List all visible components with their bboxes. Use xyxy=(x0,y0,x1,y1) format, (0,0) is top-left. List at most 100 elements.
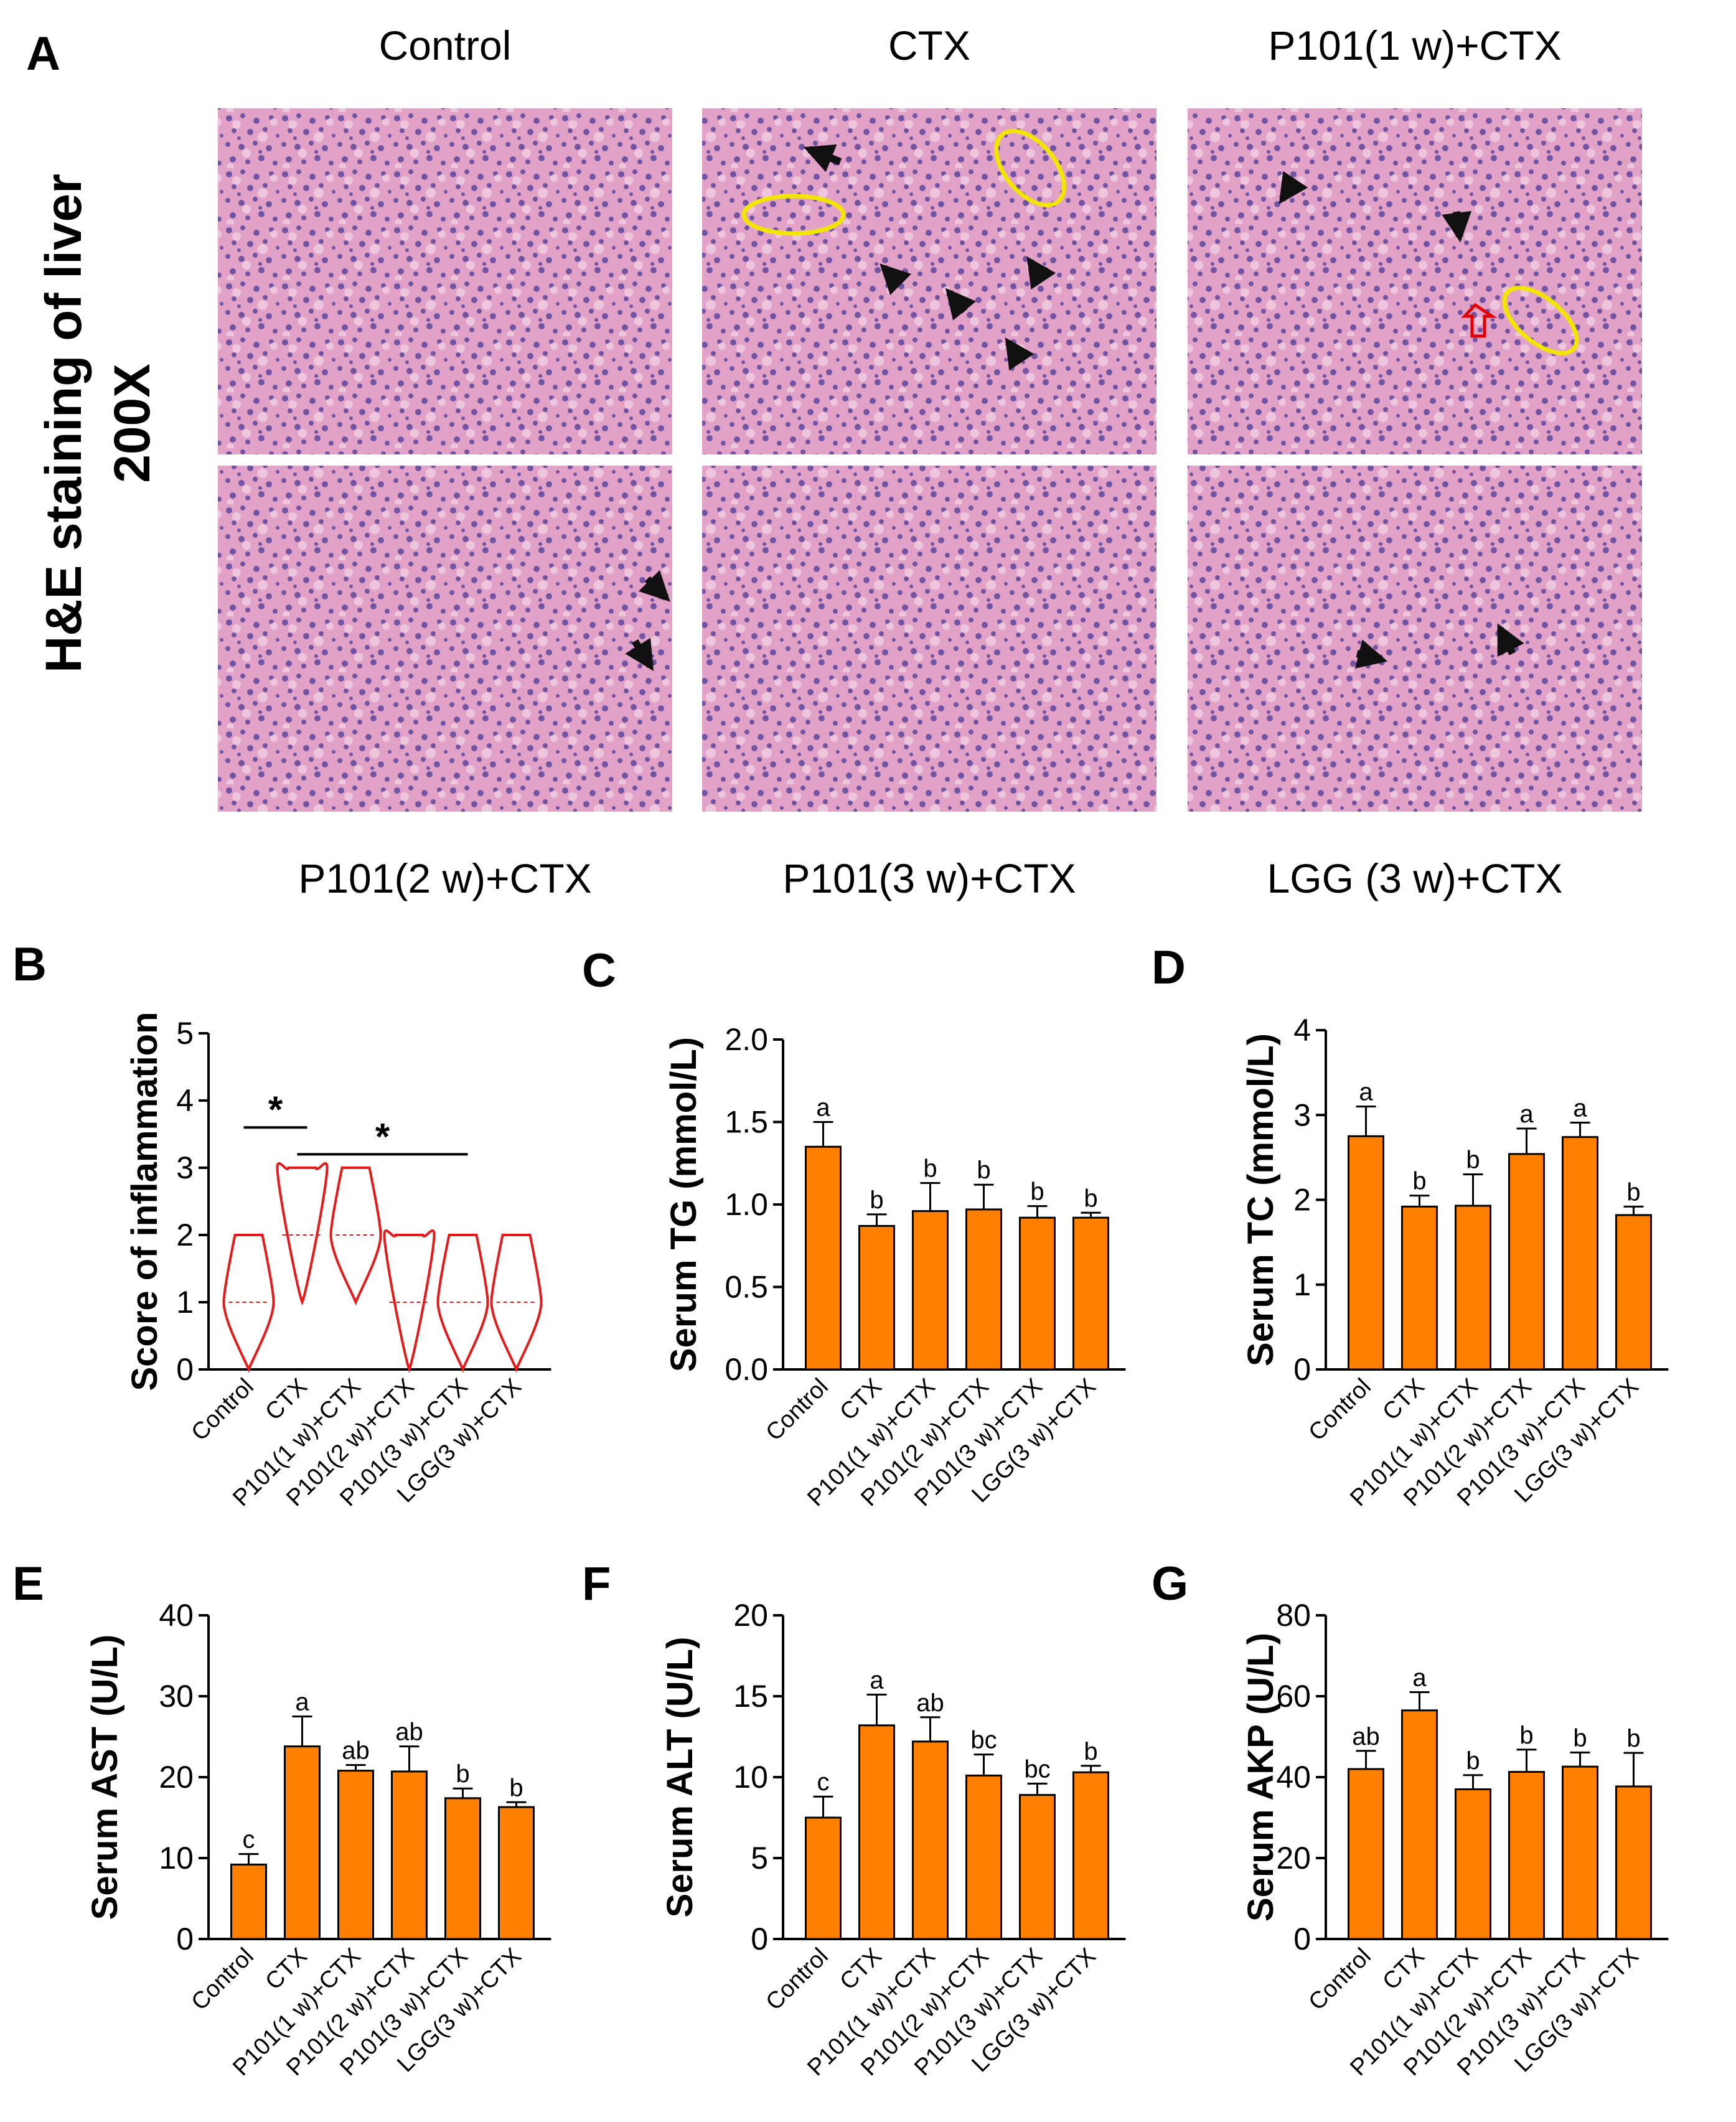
significance-letter: bc xyxy=(1024,1755,1050,1783)
significance-letter: b xyxy=(1466,1147,1480,1174)
y-tick-label: 40 xyxy=(159,1598,194,1633)
annotation-arrow xyxy=(1354,639,1388,669)
histology-title: LGG (3 w)+CTX xyxy=(1267,855,1563,901)
significance-letter: b xyxy=(977,1157,990,1184)
bar xyxy=(965,1208,1002,1371)
y-tick-label: 5 xyxy=(176,1016,194,1051)
violin xyxy=(276,1162,329,1306)
significance-letter: b xyxy=(1626,1178,1640,1206)
significance-letter: b xyxy=(1626,1725,1640,1752)
bar xyxy=(337,1770,374,1940)
bar xyxy=(1455,1788,1491,1940)
x-tick-label: Control xyxy=(1304,1943,1376,2016)
y-axis-title: Serum AST (U/L) xyxy=(85,1635,125,1920)
bar xyxy=(805,1816,842,1940)
bar xyxy=(1019,1216,1056,1371)
bar xyxy=(1562,1136,1598,1371)
y-tick-label: 4 xyxy=(1293,1013,1311,1048)
annotation-arrow xyxy=(1279,171,1308,204)
side-title-line1: H&E staining of liver xyxy=(35,174,92,673)
panel-letter: B xyxy=(12,938,47,991)
y-tick-label: 0 xyxy=(1293,1352,1311,1387)
annotation-arrow xyxy=(625,637,654,672)
y-tick-label: 0.5 xyxy=(725,1270,768,1305)
bar xyxy=(230,1863,267,1940)
y-tick-label: 60 xyxy=(1276,1679,1311,1714)
significance-letter: a xyxy=(1573,1095,1587,1122)
y-tick-label: 3 xyxy=(1293,1097,1311,1132)
significance-letter: a xyxy=(816,1094,830,1122)
annotation-arrow xyxy=(1005,337,1035,371)
significance-letter: b xyxy=(1030,1178,1044,1206)
bar xyxy=(965,1774,1002,1940)
y-axis-title: Serum TG (mmol/L) xyxy=(664,1037,704,1372)
y-tick-label: 0 xyxy=(751,1922,768,1956)
bar xyxy=(912,1210,949,1371)
bar xyxy=(1455,1204,1491,1371)
significance-letter: ab xyxy=(916,1689,944,1717)
y-tick-label: 0.0 xyxy=(725,1352,768,1387)
y-tick-label: 20 xyxy=(1276,1841,1311,1876)
histology-title: Control xyxy=(379,22,512,68)
annotation-arrow xyxy=(804,144,842,172)
y-tick-label: 10 xyxy=(159,1841,194,1876)
violin xyxy=(490,1234,543,1373)
bar xyxy=(444,1797,481,1940)
bar xyxy=(1072,1216,1109,1371)
violin xyxy=(436,1234,489,1373)
panel-letter: D xyxy=(1152,941,1186,994)
histology-panel: A H&E staining of liver 200X Control CTX P101… xyxy=(26,22,1642,901)
x-tick-label: Control xyxy=(761,1943,833,2016)
violin xyxy=(383,1229,436,1373)
bar xyxy=(912,1740,949,1940)
bar xyxy=(1615,1214,1652,1371)
annotation-circle xyxy=(741,194,846,236)
bar xyxy=(1401,1205,1438,1371)
significance-letter: b xyxy=(456,1760,469,1788)
histology-title: CTX xyxy=(888,22,970,68)
annotation-arrow xyxy=(880,263,912,296)
significance-letter: b xyxy=(1466,1747,1480,1775)
histology-image: CTX xyxy=(702,22,1157,454)
significance-letter: a xyxy=(1519,1101,1534,1128)
bar xyxy=(498,1806,535,1940)
bar xyxy=(1562,1765,1598,1940)
significance-letter: ab xyxy=(395,1719,423,1746)
histology-image: Control xyxy=(218,22,672,454)
annotation-arrow xyxy=(1442,210,1472,243)
significance-letter: b xyxy=(1519,1722,1533,1749)
significance-letter: a xyxy=(295,1689,309,1716)
annotation-arrow xyxy=(1026,256,1056,290)
bar xyxy=(1508,1771,1545,1940)
x-tick-label: Control xyxy=(187,1374,259,1446)
bar xyxy=(1019,1794,1056,1940)
annotation-circle xyxy=(1502,286,1579,355)
significance-star: * xyxy=(375,1115,390,1157)
x-tick-label: Control xyxy=(1304,1374,1376,1446)
y-tick-label: 1 xyxy=(176,1285,194,1320)
bar xyxy=(1508,1153,1545,1371)
bar xyxy=(805,1145,842,1371)
significance-letter: ab xyxy=(342,1737,370,1765)
annotation-arrow xyxy=(1496,623,1524,657)
y-tick-label: 2 xyxy=(176,1218,194,1252)
histology-title: P101(2 w)+CTX xyxy=(298,855,591,901)
y-axis-title: Serum TC (mmol/L) xyxy=(1241,1033,1281,1366)
bar xyxy=(858,1224,895,1371)
significance-letter: b xyxy=(509,1774,523,1801)
y-tick-label: 10 xyxy=(733,1760,768,1795)
x-tick-label: Control xyxy=(187,1943,259,2016)
panel-letter: C xyxy=(582,944,616,997)
significance-letter: b xyxy=(923,1155,937,1183)
y-tick-label: 0 xyxy=(1293,1922,1311,1956)
y-tick-label: 30 xyxy=(159,1679,194,1714)
y-axis-title: Score of inflammation xyxy=(124,1012,165,1391)
y-tick-label: 15 xyxy=(733,1679,768,1714)
y-tick-label: 80 xyxy=(1276,1598,1311,1633)
bar xyxy=(1615,1785,1652,1940)
panel-letter-a: A xyxy=(26,27,60,80)
significance-letter: b xyxy=(1573,1724,1587,1752)
